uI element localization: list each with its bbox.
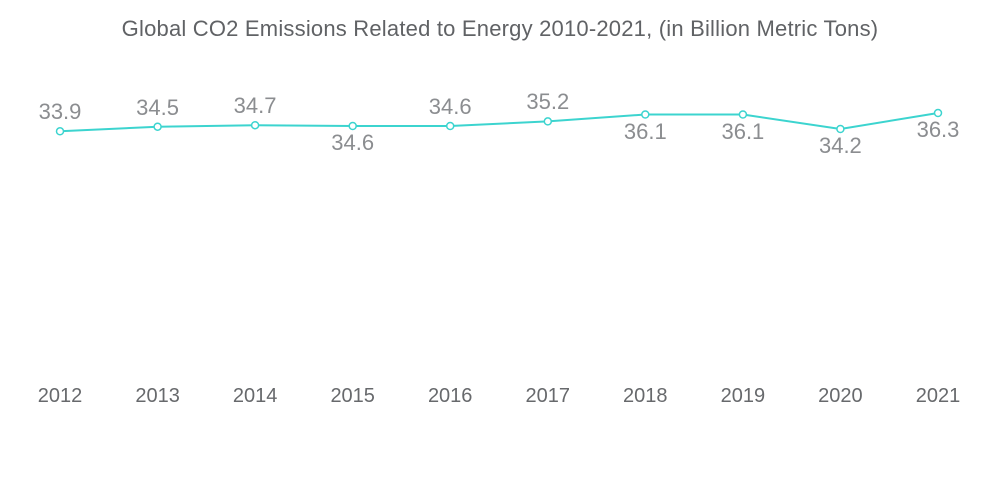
x-axis-label-2019: 2019 — [720, 385, 766, 407]
data-label-2016: 34.6 — [428, 93, 472, 119]
x-axis-label-2014: 2014 — [232, 385, 278, 407]
data-label-2015: 34.6 — [331, 130, 375, 155]
x-axis-label-2018: 2018 — [623, 385, 668, 407]
data-label-2018: 36.1 — [623, 118, 667, 144]
data-point-marker-2021 — [933, 108, 943, 118]
data-point-marker-2014 — [250, 120, 260, 130]
data-label-2013: 34.5 — [136, 94, 180, 120]
data-point-marker-2012 — [55, 127, 65, 136]
data-label-2017: 35.2 — [526, 89, 570, 115]
data-point-marker-2017 — [543, 117, 553, 126]
x-axis-label-2012: 2012 — [37, 385, 83, 407]
x-axis-label-2017: 2017 — [525, 385, 571, 407]
chart-title: Global CO2 Emissions Related to Energy 2… — [121, 16, 879, 41]
data-point-marker-2018 — [641, 110, 650, 119]
data-point-marker-2016 — [445, 121, 455, 131]
x-axis-label-2013: 2013 — [135, 385, 180, 407]
emissions-line — [59, 112, 939, 133]
data-label-2020: 34.2 — [818, 133, 862, 158]
x-axis-label-2016: 2016 — [427, 385, 473, 407]
data-point-marker-2013 — [153, 122, 162, 131]
x-axis-label-2020: 2020 — [818, 385, 863, 407]
x-axis-label-2021: 2021 — [915, 385, 961, 407]
x-axis-label-2015: 2015 — [330, 385, 375, 407]
data-point-marker-2020 — [836, 124, 845, 134]
data-point-marker-2015 — [348, 121, 357, 131]
data-label-2021: 36.3 — [916, 117, 960, 142]
data-label-2019: 36.1 — [721, 118, 765, 144]
data-label-2012: 33.9 — [38, 99, 82, 125]
data-label-2014: 34.7 — [233, 93, 277, 119]
data-point-marker-2019 — [738, 110, 748, 119]
